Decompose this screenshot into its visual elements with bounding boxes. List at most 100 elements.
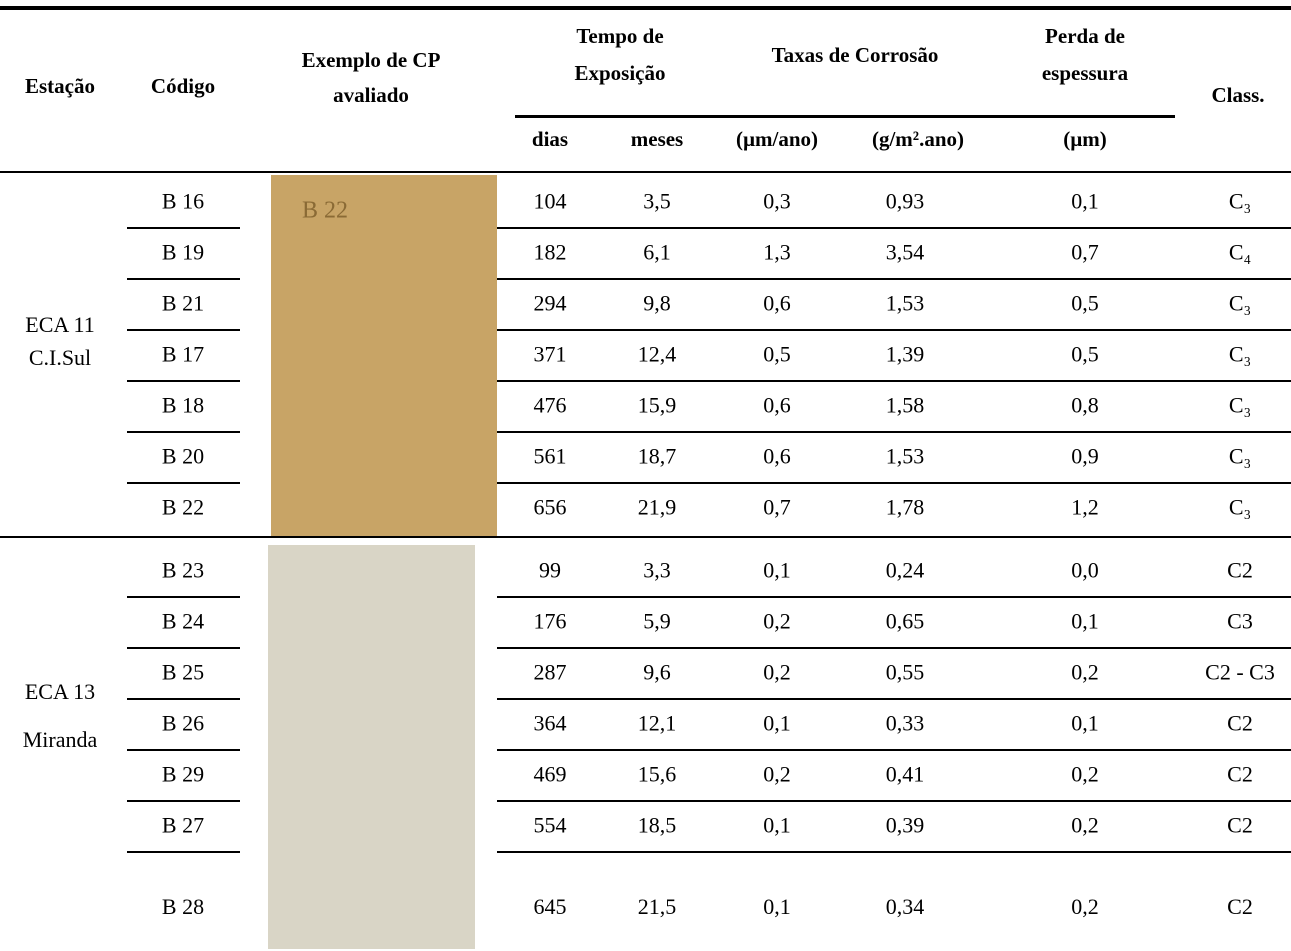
cell: 554	[534, 813, 567, 838]
station: Miranda	[23, 727, 98, 752]
row-rule	[497, 647, 1291, 649]
cell: C2	[1227, 711, 1253, 736]
header: Código	[151, 74, 215, 98]
cell: 0,2	[763, 660, 791, 685]
cell: 0,2	[1071, 894, 1099, 919]
cell: C₃	[1229, 495, 1251, 520]
cell: 0,24	[886, 558, 925, 583]
cell: C2	[1227, 558, 1253, 583]
row-rule	[497, 380, 1291, 382]
cell: 0,2	[1071, 762, 1099, 787]
cell: B 18	[162, 393, 204, 418]
cell: B 23	[162, 558, 204, 583]
cell: B 16	[162, 189, 204, 214]
cell: 0,0	[1071, 558, 1099, 583]
cell: 1,53	[886, 291, 925, 316]
cell: 0,1	[1071, 711, 1099, 736]
row-rule	[127, 596, 240, 598]
cell: C₄	[1229, 240, 1251, 265]
cell: 12,4	[638, 342, 677, 367]
cell: 0,5	[1071, 291, 1099, 316]
row-rule	[127, 278, 240, 280]
cell: C₃	[1229, 291, 1251, 316]
cell: B 22	[162, 495, 204, 520]
unit: (µm/ano)	[736, 127, 818, 151]
cell: 364	[534, 711, 567, 736]
cell: B 26	[162, 711, 204, 736]
cell: 0,93	[886, 189, 925, 214]
cell: B 24	[162, 609, 204, 634]
cell: 0,1	[1071, 189, 1099, 214]
cell: 3,54	[886, 240, 925, 265]
cell: 12,1	[638, 711, 677, 736]
row-rule	[497, 329, 1291, 331]
row-rule	[497, 431, 1291, 433]
cell: 9,8	[643, 291, 671, 316]
cell: C2	[1227, 894, 1253, 919]
cell: 18,7	[638, 444, 677, 469]
cell: 9,6	[643, 660, 671, 685]
row-rule	[127, 329, 240, 331]
cell: 0,41	[886, 762, 925, 787]
cell: 371	[534, 342, 567, 367]
cell: C₃	[1229, 393, 1251, 418]
cell: B 20	[162, 444, 204, 469]
cell: 1,58	[886, 393, 925, 418]
row-rule	[497, 227, 1291, 229]
sample-photo	[268, 545, 475, 949]
row-rule	[497, 482, 1291, 484]
row-rule	[127, 380, 240, 382]
cell: B 25	[162, 660, 204, 685]
cell: 18,5	[638, 813, 677, 838]
cell: 99	[539, 558, 561, 583]
cell: 0,6	[763, 291, 791, 316]
cell: 0,55	[886, 660, 925, 685]
cell: 3,3	[643, 558, 671, 583]
header: Exposição	[574, 61, 665, 85]
header: Exemplo de CP	[302, 48, 441, 72]
cell: 1,39	[886, 342, 925, 367]
header: espessura	[1042, 61, 1129, 85]
cell: 0,6	[763, 393, 791, 418]
cell: C3	[1227, 609, 1253, 634]
unit: (g/m².ano)	[872, 127, 964, 151]
cell: 561	[534, 444, 567, 469]
cell: 469	[534, 762, 567, 787]
row-rule	[127, 749, 240, 751]
cell: 476	[534, 393, 567, 418]
row-rule	[497, 698, 1291, 700]
cell: 0,7	[763, 495, 791, 520]
cell: 0,65	[886, 609, 925, 634]
cell: 1,2	[1071, 495, 1099, 520]
cell: 104	[534, 189, 567, 214]
cell: C2	[1227, 813, 1253, 838]
cell: 1,3	[763, 240, 791, 265]
cell: 182	[534, 240, 567, 265]
cell: B 28	[162, 894, 204, 919]
photo-label: B 22	[302, 198, 348, 224]
cell: C₃	[1229, 189, 1251, 214]
row-rule	[497, 800, 1291, 802]
cell: 0,2	[1071, 813, 1099, 838]
header: avaliado	[333, 83, 409, 107]
unit: dias	[532, 127, 568, 151]
cell: 0,5	[763, 342, 791, 367]
header-rule	[515, 115, 1175, 118]
cell: 0,8	[1071, 393, 1099, 418]
cell: 294	[534, 291, 567, 316]
cell: 0,33	[886, 711, 925, 736]
cell: 0,5	[1071, 342, 1099, 367]
cell: 0,34	[886, 894, 925, 919]
header: Tempo de	[576, 24, 663, 48]
group-rule	[0, 536, 1291, 538]
cell: C₃	[1229, 342, 1251, 367]
unit: meses	[631, 127, 683, 151]
cell: 287	[534, 660, 567, 685]
row-rule	[497, 596, 1291, 598]
cell: 1,78	[886, 495, 925, 520]
cell: 15,6	[638, 762, 677, 787]
cell: 21,9	[638, 495, 677, 520]
row-rule	[497, 851, 1291, 853]
station: C.I.Sul	[29, 345, 91, 370]
